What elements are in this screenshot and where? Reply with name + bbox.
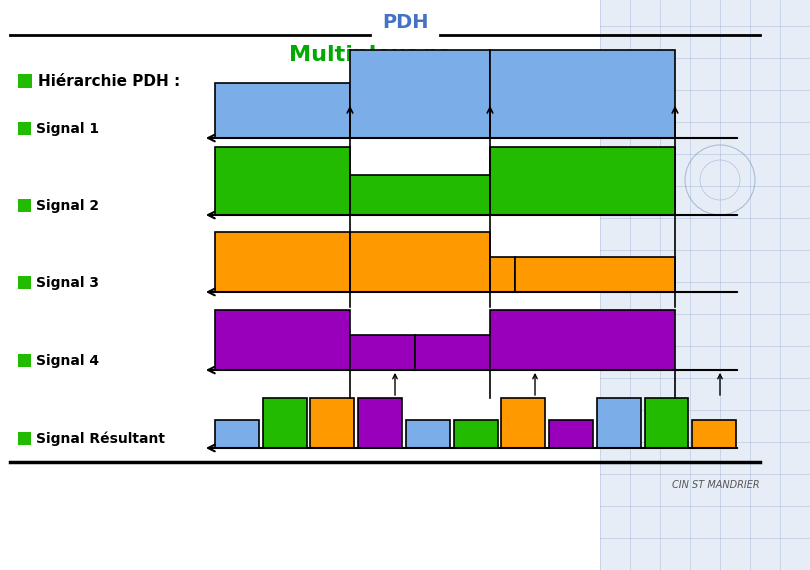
Bar (18, 199, 31, 212)
Bar (501, 398, 545, 448)
Text: Signal Résultant: Signal Résultant (36, 431, 165, 446)
Bar (490, 257, 515, 292)
Bar (215, 147, 350, 215)
Text: Signal 2: Signal 2 (36, 199, 99, 213)
Bar (215, 310, 350, 370)
Bar (215, 232, 350, 292)
Text: Multiplexage: Multiplexage (288, 45, 451, 65)
Text: CIN ST MANDRIER: CIN ST MANDRIER (672, 480, 760, 490)
Bar (600, 0, 810, 570)
Bar (350, 50, 490, 138)
Bar (549, 420, 593, 448)
Bar (490, 50, 675, 138)
Text: PDH: PDH (382, 13, 428, 31)
Bar (215, 420, 259, 448)
Bar (597, 398, 641, 448)
Bar (310, 398, 354, 448)
Bar (515, 257, 675, 292)
Bar (215, 83, 350, 138)
Text: Signal 1: Signal 1 (36, 122, 99, 136)
Bar (262, 398, 307, 448)
Bar (18, 432, 31, 445)
Text: Signal 3: Signal 3 (36, 276, 99, 290)
Bar (350, 232, 490, 292)
Bar (490, 147, 675, 215)
Bar (693, 420, 736, 448)
Bar (406, 420, 450, 448)
Bar (490, 310, 675, 370)
Bar (18, 276, 31, 289)
Text: Hiérarchie PDH :: Hiérarchie PDH : (38, 74, 181, 88)
Text: Signal 4: Signal 4 (36, 354, 99, 368)
Bar (18, 354, 31, 367)
Bar (350, 335, 415, 370)
Bar (415, 335, 490, 370)
Bar (454, 420, 497, 448)
Bar (358, 398, 402, 448)
Bar (645, 398, 688, 448)
Bar (18, 74, 32, 88)
Bar (350, 175, 490, 215)
Bar (18, 122, 31, 135)
